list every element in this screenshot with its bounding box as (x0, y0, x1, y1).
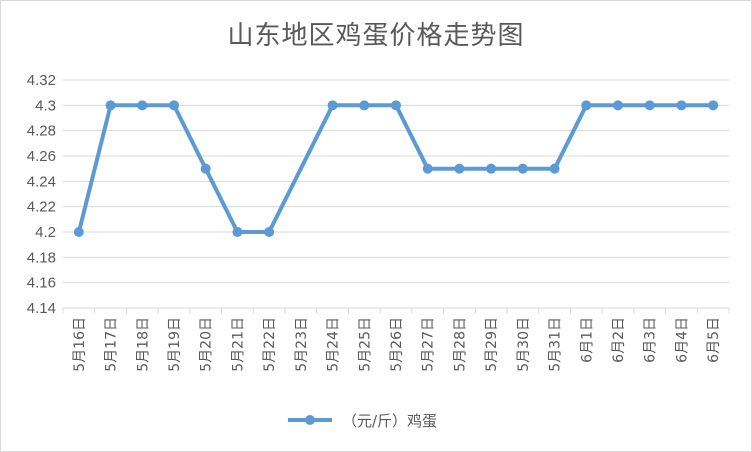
x-tick-label: 5月25日 (357, 317, 373, 372)
x-tick-label: 5月26日 (389, 317, 405, 372)
legend-label: （元/斤）鸡蛋 (342, 412, 437, 430)
x-tick-label: 5月27日 (421, 317, 437, 372)
data-point (169, 100, 179, 111)
y-tick-label: 4.3 (35, 97, 56, 114)
x-tick-label: 5月30日 (516, 317, 532, 372)
data-point (391, 100, 401, 111)
data-point (264, 227, 275, 237)
y-axis: 4.14 4.16 4.18 4.2 4.22 4.24 4.26 4.28 4.3 4.32 (27, 72, 56, 317)
data-point (581, 100, 592, 111)
data-point (73, 227, 84, 237)
y-tick-label: 4.2 (35, 224, 56, 241)
data-point (232, 227, 243, 237)
data-point (359, 100, 370, 111)
x-tick-label: 6月1日 (579, 317, 595, 363)
x-tick-label: 5月31日 (548, 317, 564, 372)
legend: （元/斤）鸡蛋 (288, 412, 437, 430)
y-tick-label: 4.32 (27, 72, 56, 89)
y-tick-label: 4.14 (27, 300, 56, 317)
data-point (676, 100, 687, 111)
x-tick-label: 5月17日 (104, 317, 120, 372)
x-tick-label: 5月18日 (135, 317, 151, 372)
x-tick-label: 5月29日 (484, 317, 500, 372)
chart-title: 山东地区鸡蛋价格走势图 (227, 21, 525, 51)
x-tick-label: 6月5日 (706, 317, 722, 363)
data-point (644, 100, 655, 111)
data-point (327, 100, 338, 111)
x-tick-label: 5月20日 (199, 317, 215, 372)
y-tick-label: 4.16 (27, 275, 56, 292)
x-tick-label: 6月2日 (611, 317, 627, 363)
data-point (422, 163, 433, 174)
legend-marker (305, 415, 315, 425)
x-tick-label: 5月24日 (326, 317, 342, 372)
series-line (76, 103, 714, 234)
data-point (517, 163, 528, 174)
data-point (137, 100, 148, 111)
x-tick-label: 5月16日 (72, 317, 88, 372)
data-point (105, 100, 116, 111)
series-layer (73, 100, 719, 237)
data-point (200, 163, 211, 174)
x-tick-label: 6月3日 (643, 317, 659, 363)
x-tick-label: 5月21日 (230, 317, 246, 372)
gridlines (63, 79, 729, 309)
x-tick-label: 5月23日 (294, 317, 310, 372)
y-tick-label: 4.22 (27, 199, 56, 216)
y-tick-label: 4.24 (27, 173, 56, 190)
data-point (454, 163, 465, 174)
data-point (486, 163, 497, 174)
x-tick-label: 5月19日 (167, 317, 183, 372)
x-axis: 5月16日 5月17日 5月18日 5月19日 5月20日 5月21日 5月22日 5月23日… (62, 308, 730, 372)
x-tick-label: 5月22日 (262, 317, 278, 372)
data-point (708, 100, 719, 111)
data-point (613, 100, 623, 111)
x-tick-label: 5月28日 (452, 317, 468, 372)
y-tick-label: 4.26 (27, 148, 56, 165)
y-tick-label: 4.18 (27, 249, 56, 266)
y-tick-label: 4.28 (27, 123, 56, 140)
data-point (549, 163, 560, 174)
x-tick-label: 6月4日 (674, 317, 690, 363)
